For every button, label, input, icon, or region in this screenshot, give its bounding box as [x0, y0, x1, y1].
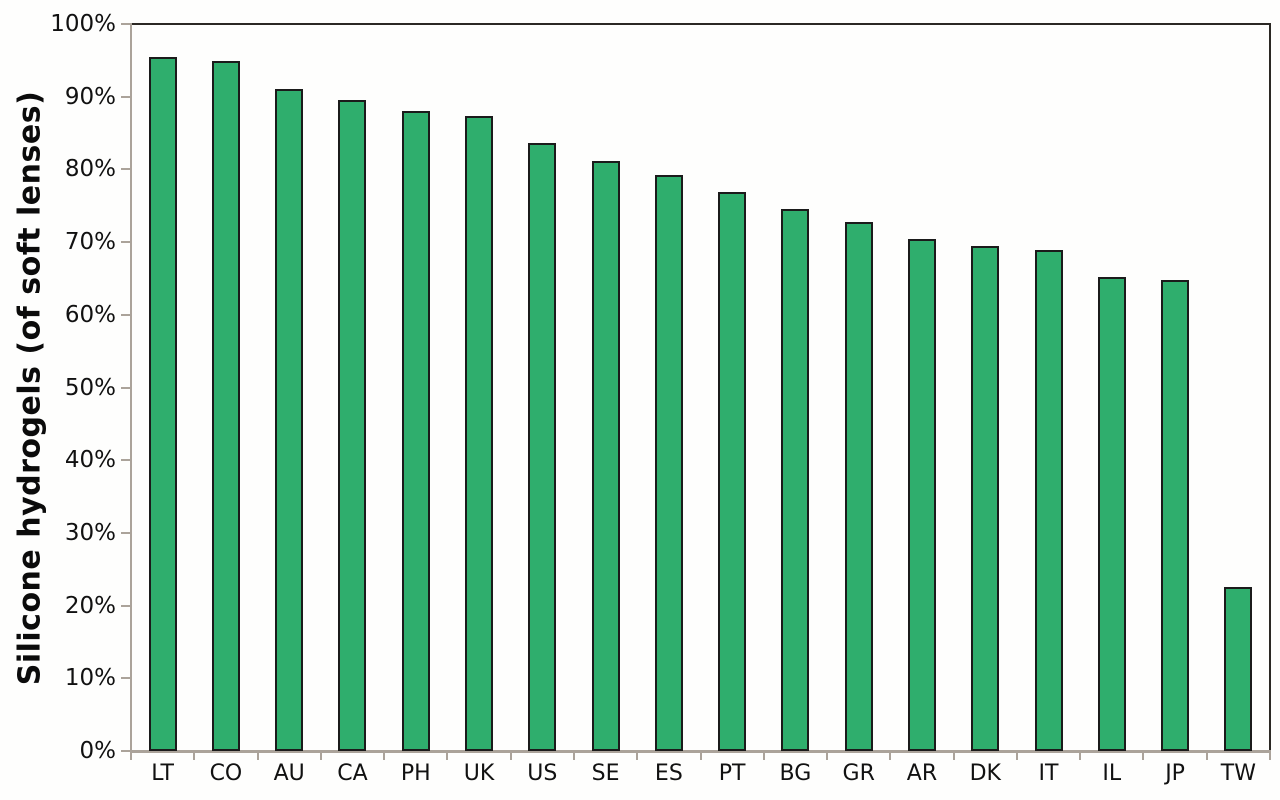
- bar-il: [1097, 277, 1126, 751]
- bar-ar: [907, 239, 936, 751]
- y-tick-label: 50%: [64, 374, 116, 401]
- x-tick-label-gr: GR: [842, 761, 875, 786]
- y-tick-label: 0%: [79, 738, 117, 764]
- y-tick-label: 20%: [64, 592, 116, 619]
- x-tick-mark: [952, 751, 955, 760]
- bar-es: [654, 174, 683, 751]
- x-tick-mark: [383, 751, 386, 760]
- y-tick-mark: [121, 241, 131, 244]
- x-tick-mark: [319, 751, 322, 760]
- x-tick-mark: [509, 751, 512, 760]
- bar-ca: [338, 99, 367, 751]
- bar-us: [528, 142, 557, 751]
- bar-lt: [148, 56, 177, 751]
- y-tick-mark: [121, 531, 131, 534]
- x-tick-label-bg: BG: [779, 761, 812, 786]
- x-tick-label-ph: PH: [400, 761, 431, 786]
- x-tick-label-tw: TW: [1220, 761, 1256, 786]
- bar-bg: [781, 208, 810, 751]
- bar-jp: [1161, 279, 1190, 751]
- x-tick-label-lt: LT: [151, 761, 174, 786]
- y-tick-label: 80%: [64, 156, 116, 183]
- y-tick-mark: [121, 604, 131, 607]
- y-tick-label: 70%: [64, 229, 116, 256]
- plot-area: [131, 24, 1270, 751]
- x-tick-mark: [889, 751, 892, 760]
- x-tick-mark: [826, 751, 829, 760]
- y-tick-label: 40%: [64, 447, 116, 474]
- x-tick-label-pt: PT: [718, 761, 746, 786]
- x-tick-label-ca: CA: [337, 761, 368, 786]
- y-axis-line: [130, 23, 132, 752]
- x-tick-label-it: IT: [1038, 761, 1059, 786]
- y-tick-mark: [121, 313, 131, 316]
- x-tick-mark: [1205, 751, 1208, 760]
- y-tick-label: 10%: [64, 665, 116, 692]
- y-tick-mark: [121, 23, 131, 25]
- x-tick-mark: [572, 751, 575, 760]
- y-tick-label: 60%: [64, 301, 116, 328]
- plot-top-border: [130, 23, 1271, 25]
- x-tick-mark: [1079, 751, 1082, 760]
- x-tick-mark: [1015, 751, 1018, 760]
- y-tick-label: 90%: [64, 83, 116, 110]
- y-tick-mark: [121, 95, 131, 98]
- plot-right-border: [1269, 23, 1271, 752]
- y-tick-mark: [121, 459, 131, 462]
- x-tick-label-il: IL: [1102, 761, 1122, 786]
- x-tick-mark: [699, 751, 702, 760]
- bar-pt: [718, 191, 747, 751]
- x-tick-label-au: AU: [273, 761, 305, 786]
- x-tick-mark: [1142, 751, 1145, 760]
- x-tick-mark: [446, 751, 449, 760]
- x-tick-label-se: SE: [591, 761, 620, 786]
- bar-tw: [1224, 586, 1253, 751]
- bar-ph: [401, 110, 430, 751]
- bar-dk: [971, 246, 1000, 751]
- bar-uk: [465, 116, 494, 751]
- y-tick-mark: [121, 168, 131, 171]
- x-tick-mark: [193, 751, 196, 760]
- y-tick-mark: [121, 677, 131, 680]
- x-tick-mark: [762, 751, 765, 760]
- x-tick-label-co: CO: [209, 761, 243, 786]
- y-tick-mark: [121, 750, 131, 752]
- x-tick-mark: [1269, 751, 1271, 760]
- x-tick-label-ar: AR: [906, 761, 938, 786]
- bar-au: [275, 89, 304, 751]
- x-tick-mark: [256, 751, 259, 760]
- bar-se: [591, 160, 620, 751]
- bar-co: [211, 61, 240, 751]
- bar-gr: [844, 222, 873, 751]
- x-tick-mark: [636, 751, 639, 760]
- x-tick-label-es: ES: [654, 761, 683, 786]
- y-tick-label: 30%: [64, 519, 116, 546]
- y-tick-label: 100%: [50, 11, 116, 37]
- x-tick-mark: [130, 751, 132, 760]
- x-tick-label-uk: UK: [463, 761, 495, 786]
- x-tick-label-dk: DK: [969, 761, 1001, 786]
- y-tick-mark: [121, 386, 131, 389]
- x-tick-label-us: US: [527, 761, 558, 786]
- bar-it: [1034, 250, 1063, 751]
- x-tick-label-jp: JP: [1165, 761, 1185, 786]
